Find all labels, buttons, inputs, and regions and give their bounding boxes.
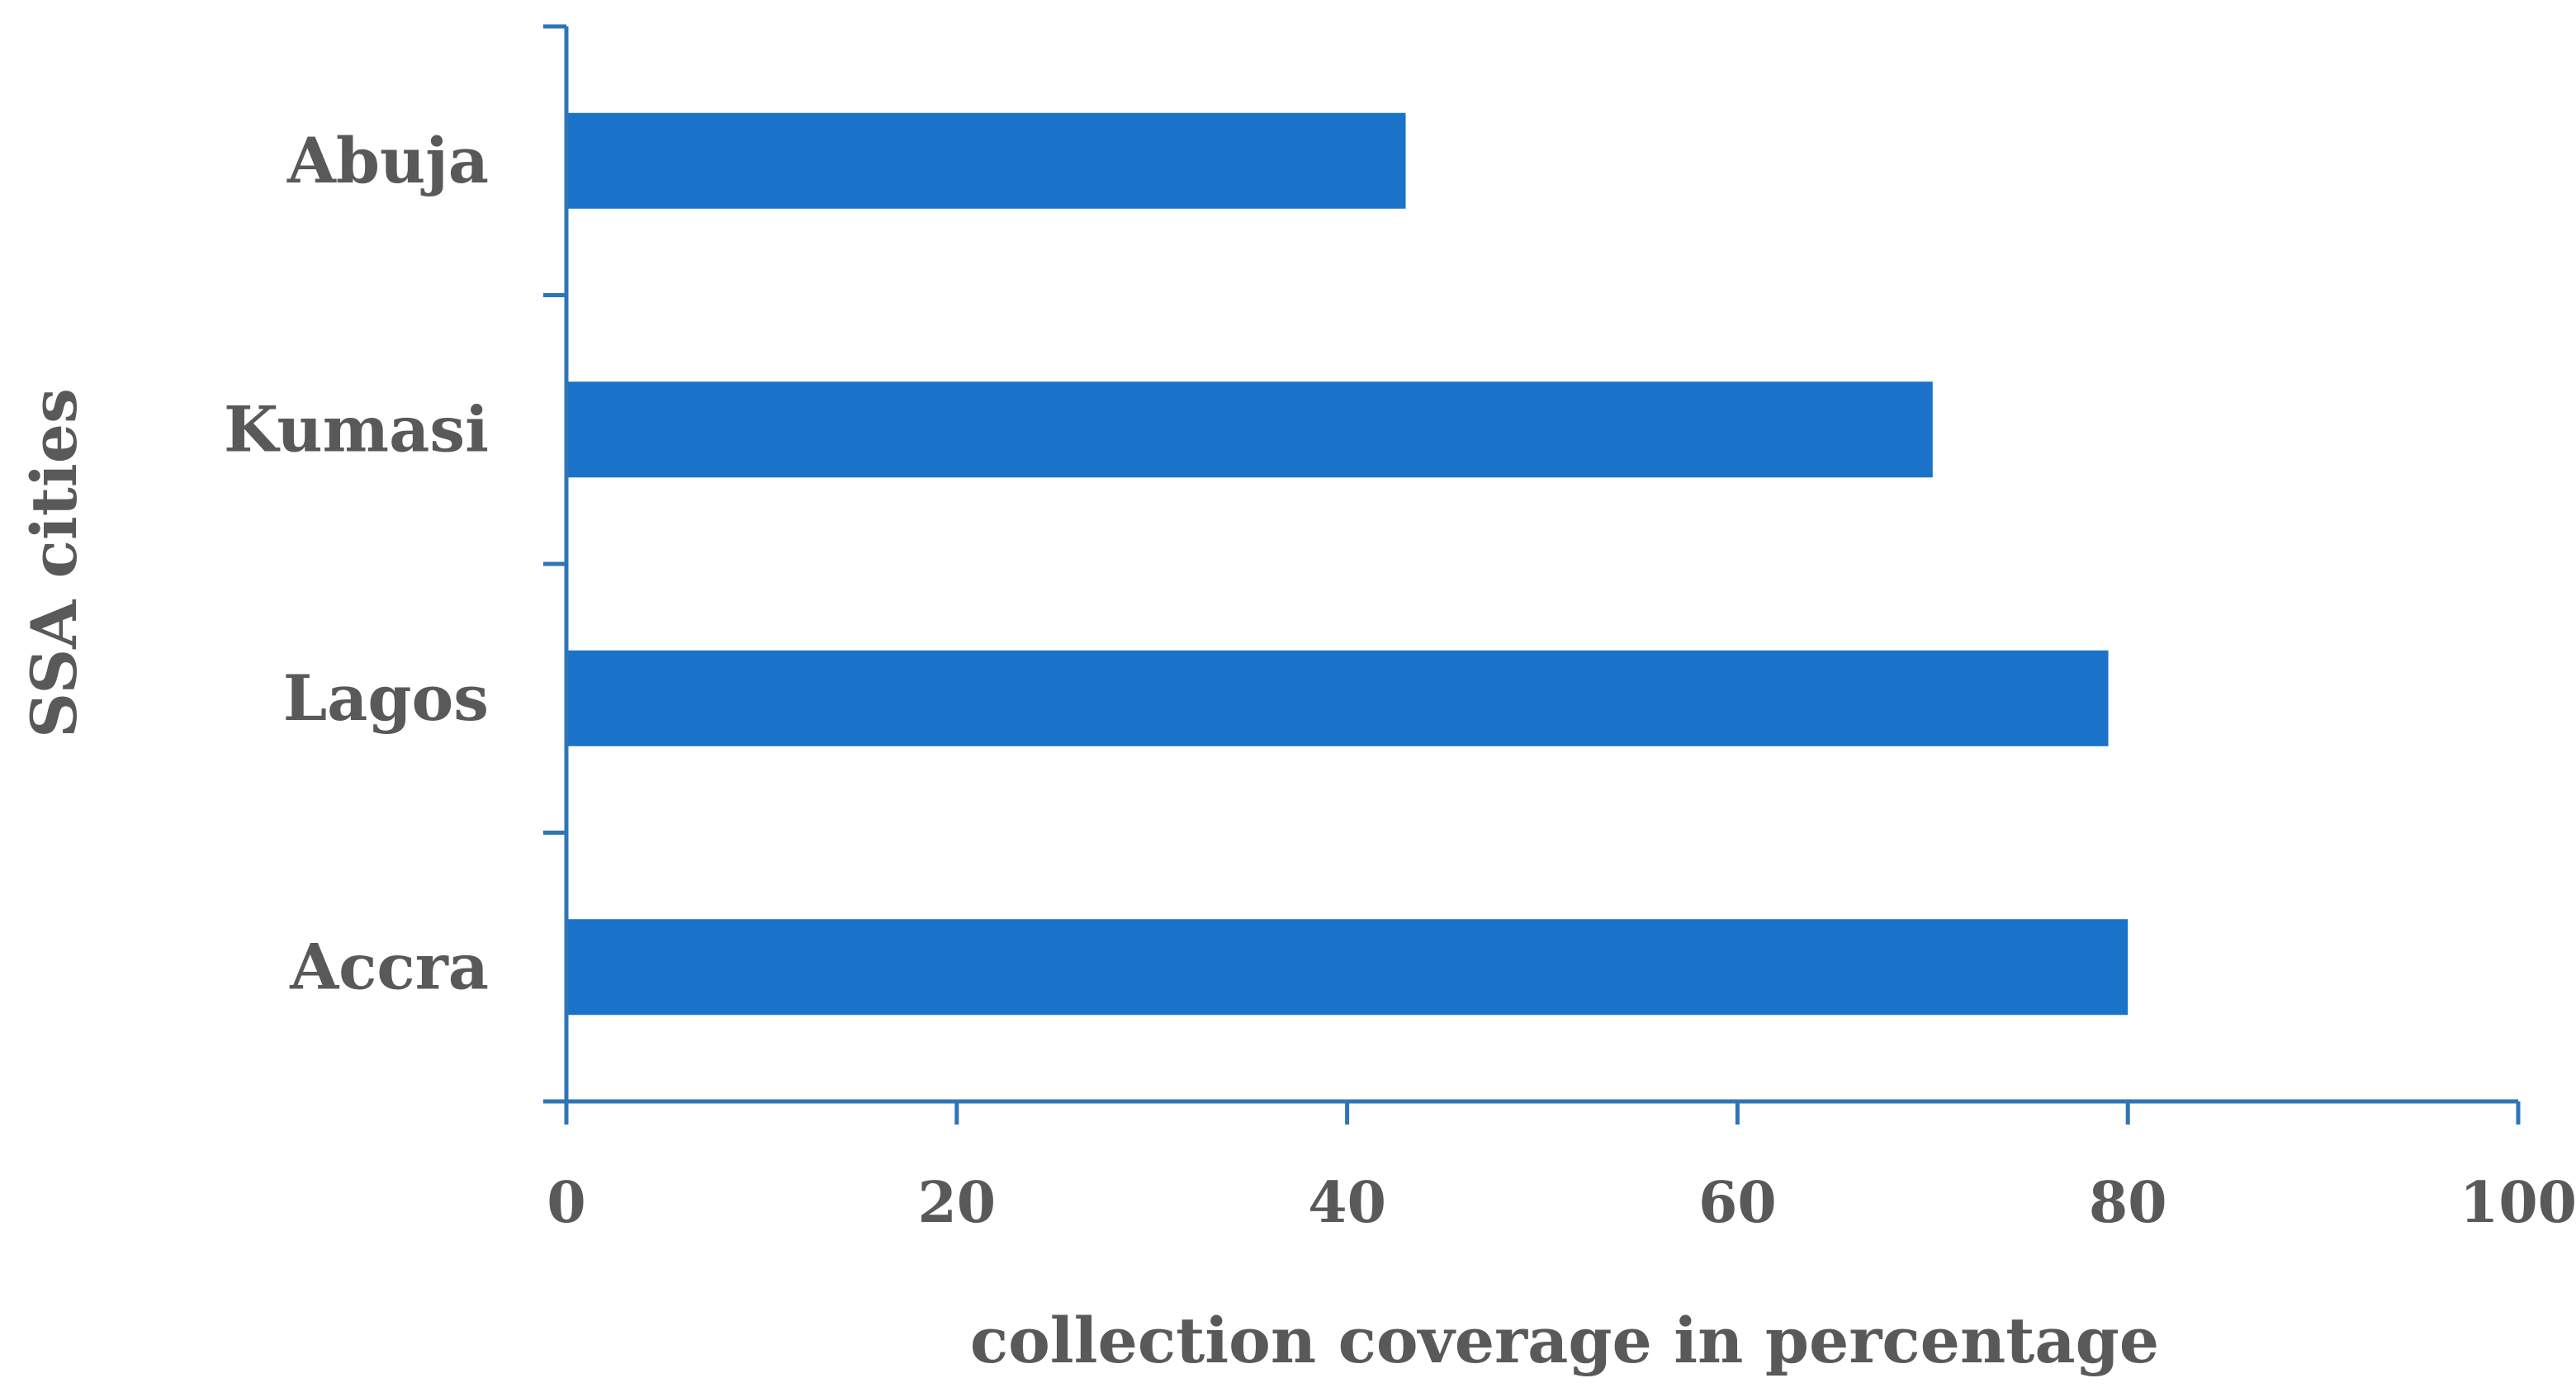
bar-abuja xyxy=(566,112,1406,209)
bar-kumasi xyxy=(566,381,1933,478)
bars-group xyxy=(566,112,2129,1016)
labels-group: Abuja Kumasi Lagos Accra 0 20 40 60 80 100 xyxy=(224,124,2576,1236)
y-axis-title: SSA cities xyxy=(17,388,91,738)
category-label-abuja: Abuja xyxy=(286,124,489,197)
x-tick-label: 80 xyxy=(2089,1170,2167,1236)
x-tick-label: 60 xyxy=(1698,1170,1777,1236)
x-tick-label: 40 xyxy=(1308,1170,1386,1236)
x-tick-label: 100 xyxy=(2460,1170,2576,1236)
bar-lagos xyxy=(566,650,2109,746)
category-label-accra: Accra xyxy=(289,930,489,1003)
x-tick-label: 20 xyxy=(917,1170,996,1236)
category-label-lagos: Lagos xyxy=(283,661,489,735)
x-axis-title: collection coverage in percentage xyxy=(970,1304,2159,1377)
bar-accra xyxy=(566,919,2129,1016)
x-tick-label: 0 xyxy=(547,1170,585,1236)
axes-group xyxy=(543,24,2521,1125)
category-label-kumasi: Kumasi xyxy=(224,392,489,466)
